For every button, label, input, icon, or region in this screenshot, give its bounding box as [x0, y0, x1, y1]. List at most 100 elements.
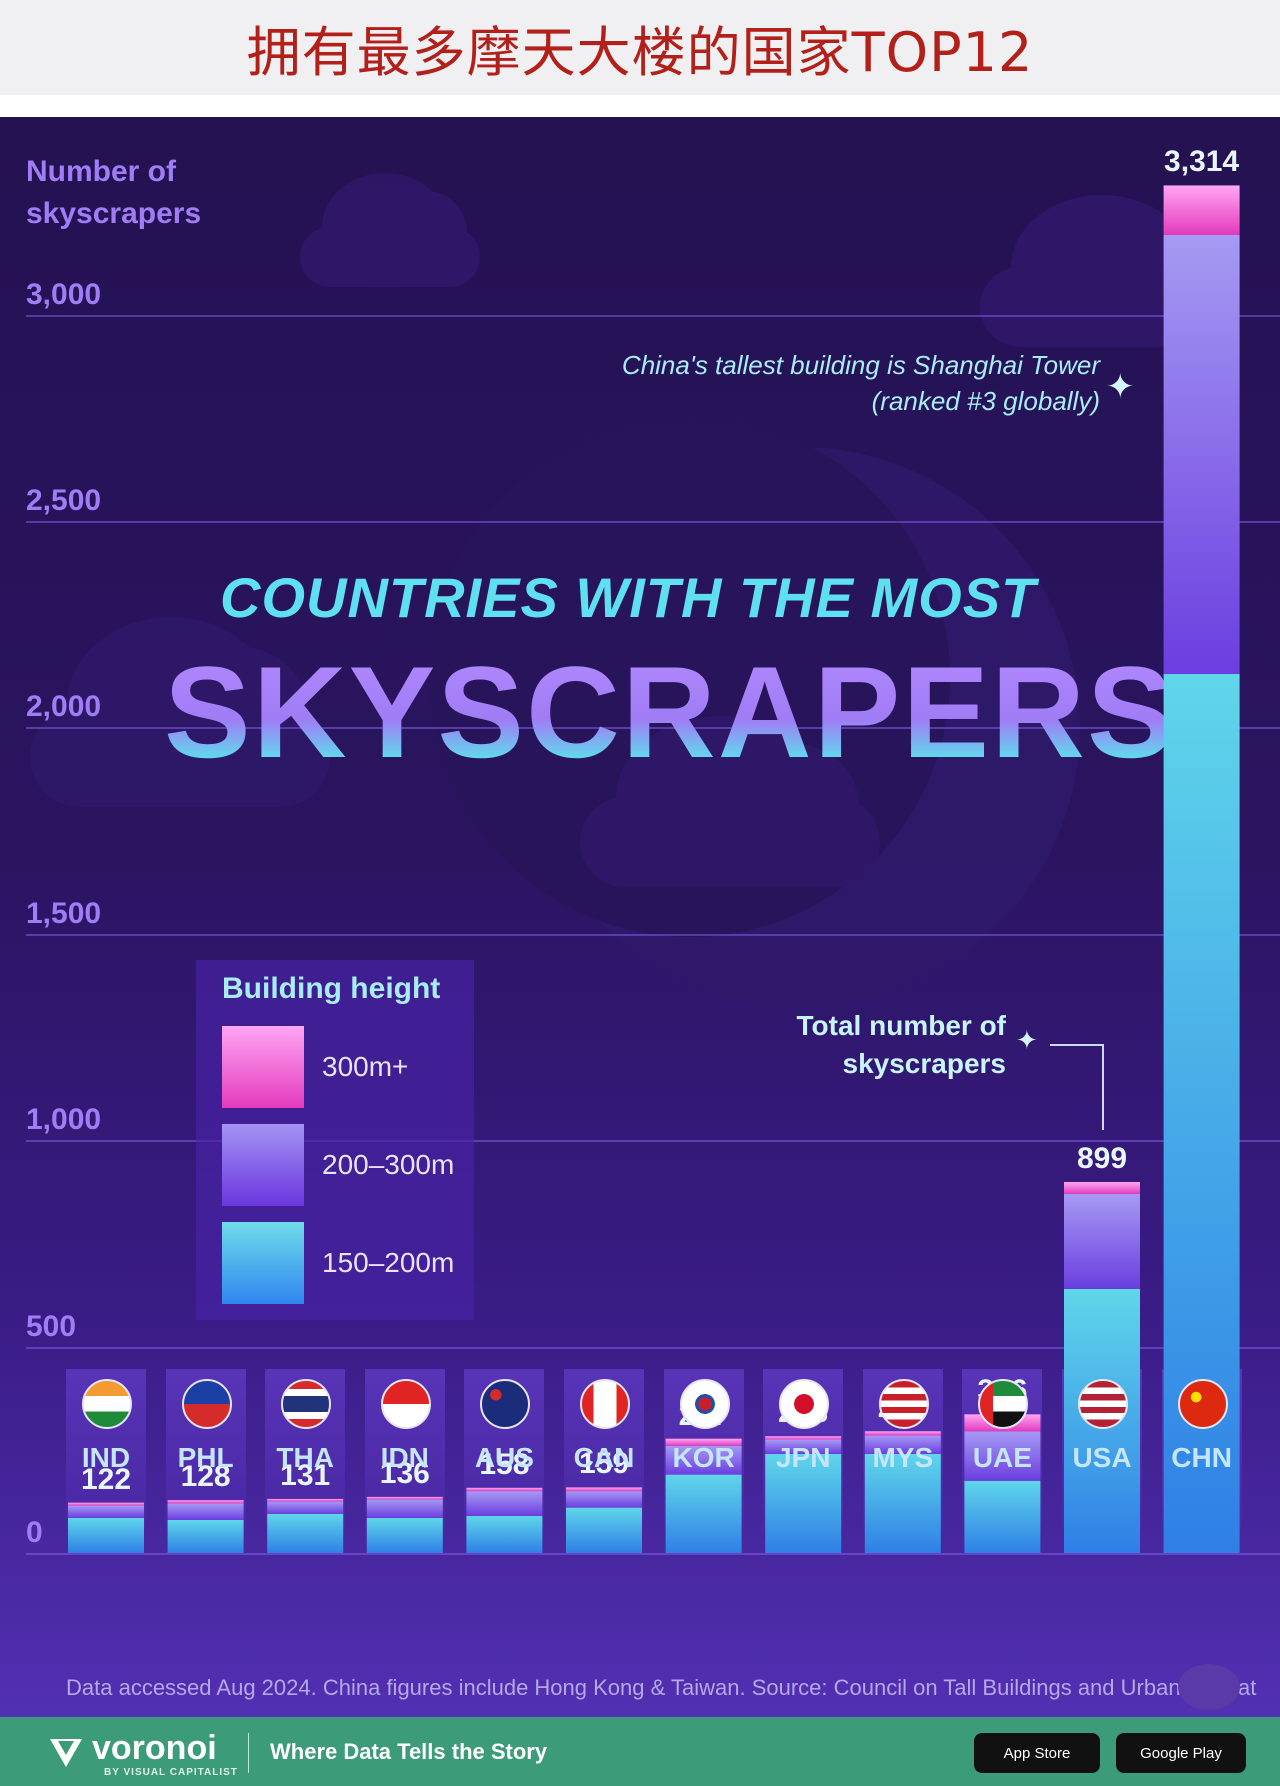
sparkle-icon: ✦	[1106, 368, 1135, 406]
grid-line	[26, 521, 1280, 523]
y-tick-label: 0	[26, 1516, 43, 1549]
country-code-label: IDN	[380, 1442, 429, 1473]
total-callout: Total number of skyscrapers	[796, 1010, 1006, 1079]
cloud-decoration	[30, 617, 330, 807]
bar-segment-uae-1	[964, 1431, 1041, 1481]
bar-value-label: 159	[578, 1447, 630, 1481]
y-tick-label: 1,500	[26, 897, 102, 930]
country-code-label: MYS	[872, 1442, 934, 1473]
flag-icon-jpn	[779, 1379, 830, 1429]
bar-value-label: 158	[479, 1447, 530, 1481]
legend-label: 150–200m	[322, 1247, 455, 1278]
bar-segment-ind-1	[68, 1505, 144, 1518]
grid-line	[26, 934, 1280, 936]
bar-segment-mys-2	[864, 1431, 941, 1436]
footer-divider	[248, 1733, 249, 1773]
app-store-button[interactable]: App Store	[974, 1733, 1100, 1773]
y-tick-label: 2,500	[26, 484, 102, 517]
bar-segment-aus-0	[466, 1515, 543, 1553]
bar-segment-phl-1	[167, 1503, 244, 1520]
bar-segment-jpn-2	[765, 1436, 842, 1440]
country-code-label: IND	[81, 1442, 131, 1473]
grid-line-baseline	[26, 1553, 1280, 1555]
bar-segment-ind-2	[68, 1502, 144, 1506]
google-play-button[interactable]: Google Play	[1116, 1733, 1246, 1773]
chart-panel: Number of skyscrapers 3,000 2,500 2,000 …	[0, 117, 1280, 1717]
country-code-label: AUS	[474, 1442, 534, 1473]
y-axis-title: Number of skyscrapers	[26, 155, 202, 230]
bar-value-label: 136	[379, 1456, 430, 1490]
country-code-label: KOR	[672, 1442, 735, 1473]
bar-segment-jpn-0	[765, 1453, 842, 1553]
china-annotation: China's tallest building is Shanghai Tow…	[621, 350, 1100, 416]
bar-value-label: 899	[1076, 1142, 1128, 1175]
flag-icon-phl	[181, 1379, 232, 1429]
bar-segment-aus-2	[466, 1487, 543, 1492]
legend-swatch-150-200m	[222, 1222, 304, 1304]
bar-segment-phl-0	[167, 1519, 244, 1553]
country-code-label: CHN	[1171, 1442, 1232, 1473]
flag-icon-aus	[480, 1379, 531, 1429]
chart-subtitle: SKYSCRAPERS	[164, 639, 1176, 785]
brand-subtitle: BY VISUAL CAPITALIST	[104, 1767, 238, 1778]
header-banner: 拥有最多摩天大楼的国家TOP12	[0, 0, 1280, 95]
flag-icon-chn	[1177, 1379, 1228, 1429]
legend-label: 300m+	[322, 1051, 409, 1082]
callout-connector	[1050, 1044, 1104, 1130]
bar-segment-chn-1	[1163, 234, 1240, 675]
bar-segment-kor-1	[665, 1445, 742, 1475]
bar-segment-ind-0	[68, 1517, 144, 1553]
legend: Building height 300m+ 200–300m 150–200m	[196, 960, 474, 1320]
y-tick-label: 3,000	[26, 278, 102, 311]
bar-segment-aus-1	[466, 1491, 543, 1516]
header-title: 拥有最多摩天大楼的国家TOP12	[246, 21, 1034, 84]
legend-swatch-300m	[222, 1026, 304, 1108]
grid-line	[26, 727, 1280, 729]
chart-title: COUNTRIES WITH THE MOST	[220, 566, 1037, 629]
brand-name: voronoi	[92, 1729, 217, 1767]
flag-icon-tha	[281, 1379, 332, 1429]
flag-icon-ind	[82, 1379, 132, 1429]
bar-segment-tha-1	[267, 1501, 344, 1514]
cloud-decoration	[580, 716, 880, 887]
bar-segment-idn-1	[366, 1499, 443, 1518]
bar-segment-can-2	[566, 1487, 642, 1492]
bar-segment-kor-0	[665, 1474, 742, 1553]
bar-segment-tha-2	[267, 1498, 344, 1502]
legend-title: Building height	[222, 972, 441, 1005]
grid-line	[26, 1347, 1280, 1349]
bar-segment-kor-2	[665, 1438, 742, 1446]
country-code-label: CAN	[573, 1442, 635, 1473]
grid-line	[26, 315, 1280, 317]
bar-segment-can-1	[566, 1491, 642, 1508]
cloud-decoration	[300, 173, 480, 287]
legend-label: 200–300m	[322, 1149, 455, 1180]
bar-segment-usa-1	[1064, 1193, 1140, 1289]
bar-segment-can-0	[566, 1507, 642, 1553]
flag-icon-uae	[978, 1379, 1029, 1429]
country-code-label: UAE	[972, 1442, 1032, 1473]
voronoi-logo-icon	[50, 1739, 82, 1767]
bar-segment-chn-2	[1163, 185, 1240, 235]
bar-segment-usa-2	[1064, 1182, 1140, 1194]
bar-segment-jpn-1	[765, 1439, 842, 1454]
bar-segment-tha-0	[267, 1513, 344, 1553]
bar-segment-uae-0	[964, 1480, 1041, 1553]
bar-segment-mys-1	[864, 1435, 941, 1454]
country-code-label: THA	[276, 1442, 334, 1473]
bar-segment-phl-2	[167, 1500, 244, 1504]
footer: voronoi BY VISUAL CAPITALIST Where Data …	[0, 1717, 1280, 1786]
y-tick-label: 500	[26, 1310, 77, 1343]
flag-icon-mys	[878, 1379, 929, 1429]
bar-segment-idn-0	[366, 1517, 443, 1553]
flag-icon-idn	[380, 1379, 431, 1429]
y-tick-label: 2,000	[26, 690, 102, 723]
bar-value-label: 122	[80, 1462, 132, 1496]
legend-swatch-200-300m	[222, 1124, 304, 1206]
grid-line	[26, 1140, 1280, 1142]
bar-value-label: 128	[180, 1460, 231, 1494]
country-code-label: USA	[1072, 1442, 1132, 1473]
bar-value-label: 3,314	[1164, 145, 1240, 179]
country-code-label: JPN	[775, 1442, 831, 1473]
y-tick-label: 1,000	[26, 1103, 102, 1136]
